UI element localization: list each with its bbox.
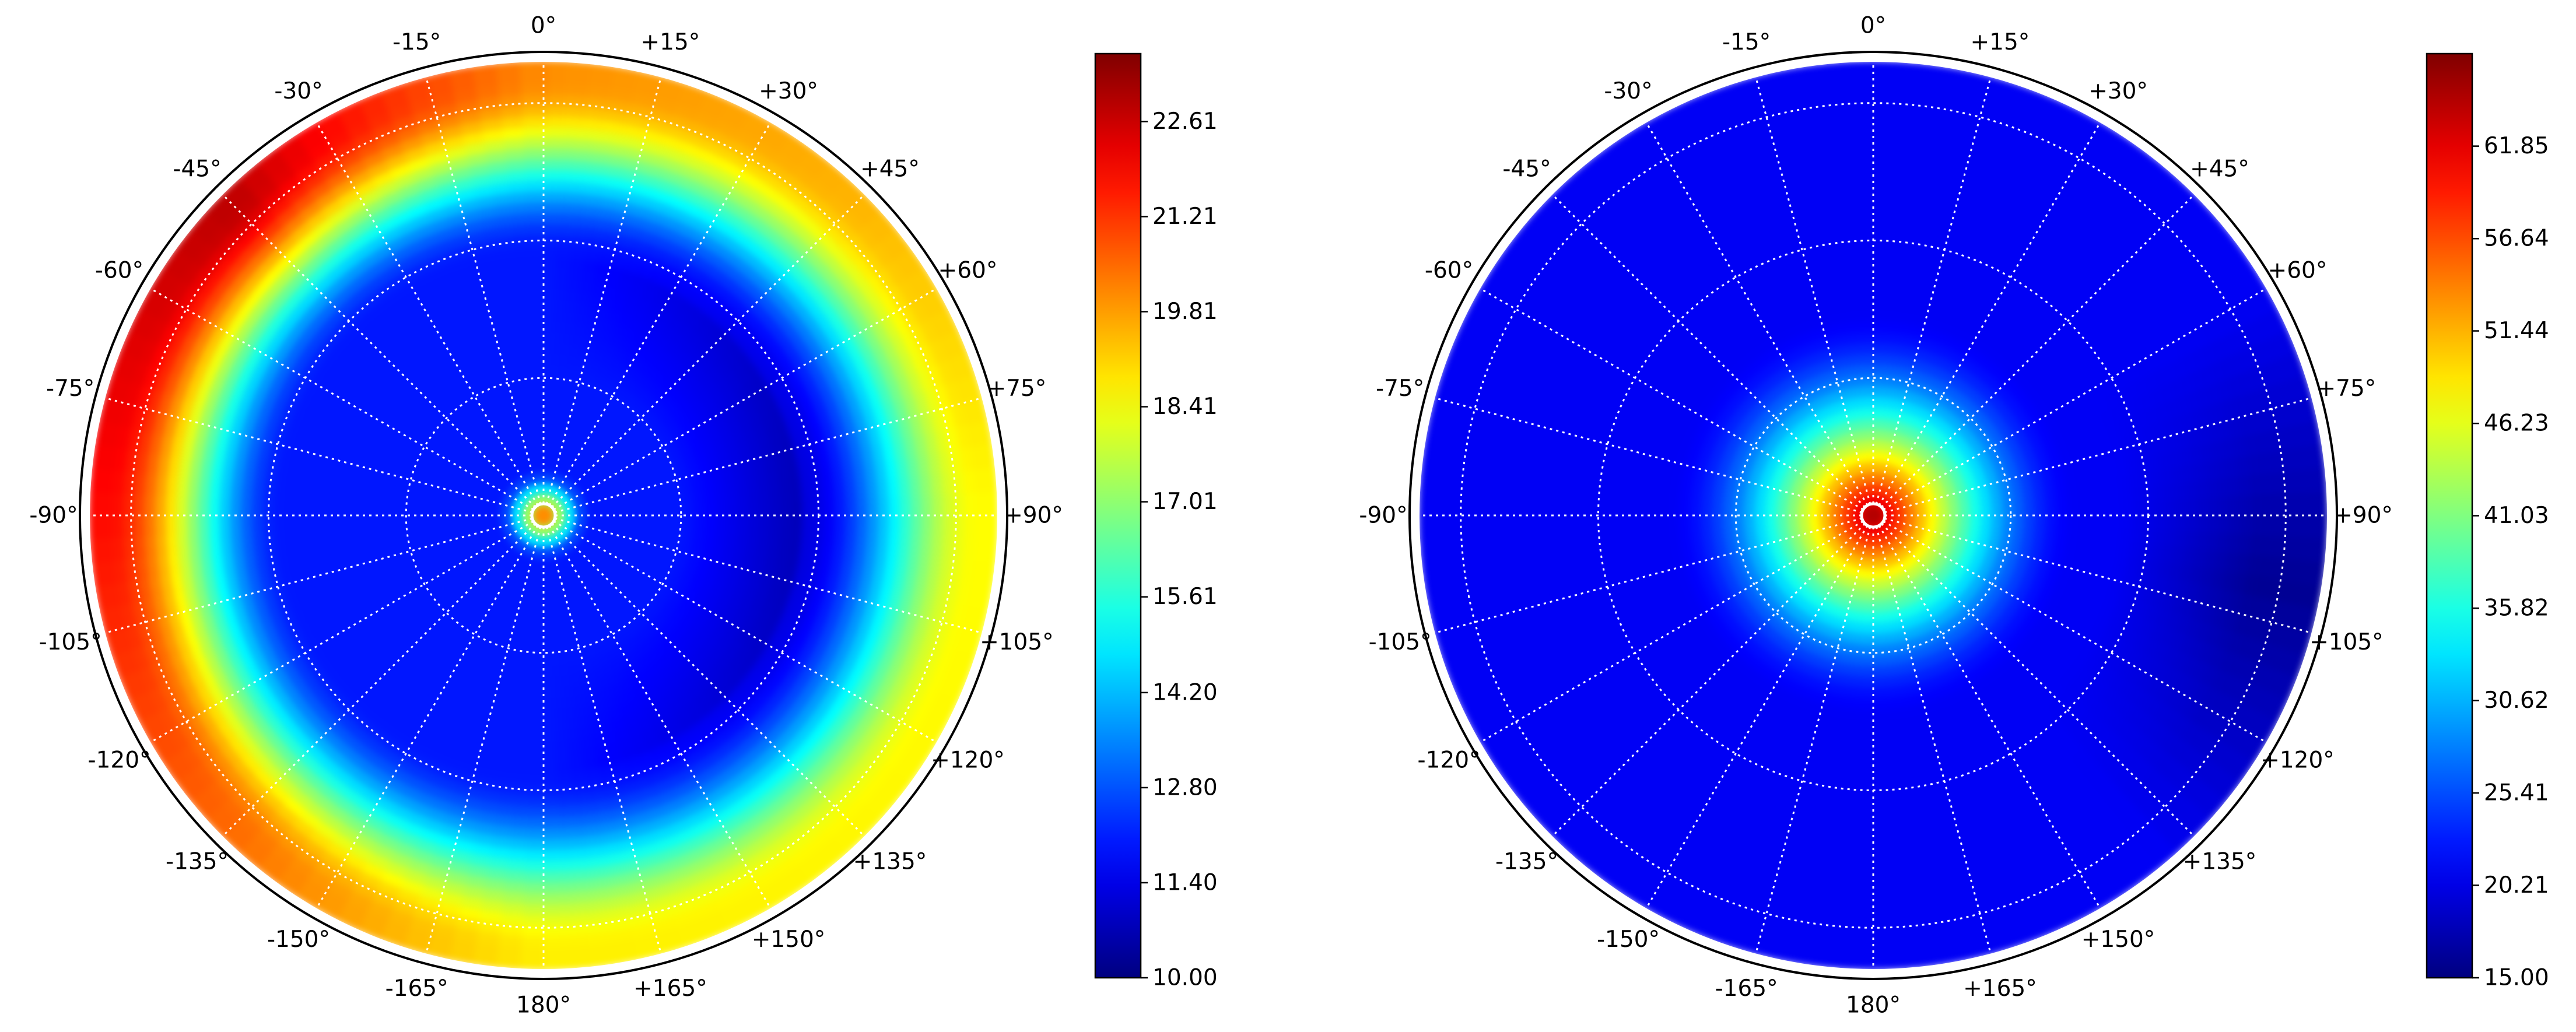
heatmap-field xyxy=(90,62,997,969)
polar-heatmap-1: 0°+15°+30°+45°+60°+75°+90°+105°+120°+135… xyxy=(29,13,1217,1019)
